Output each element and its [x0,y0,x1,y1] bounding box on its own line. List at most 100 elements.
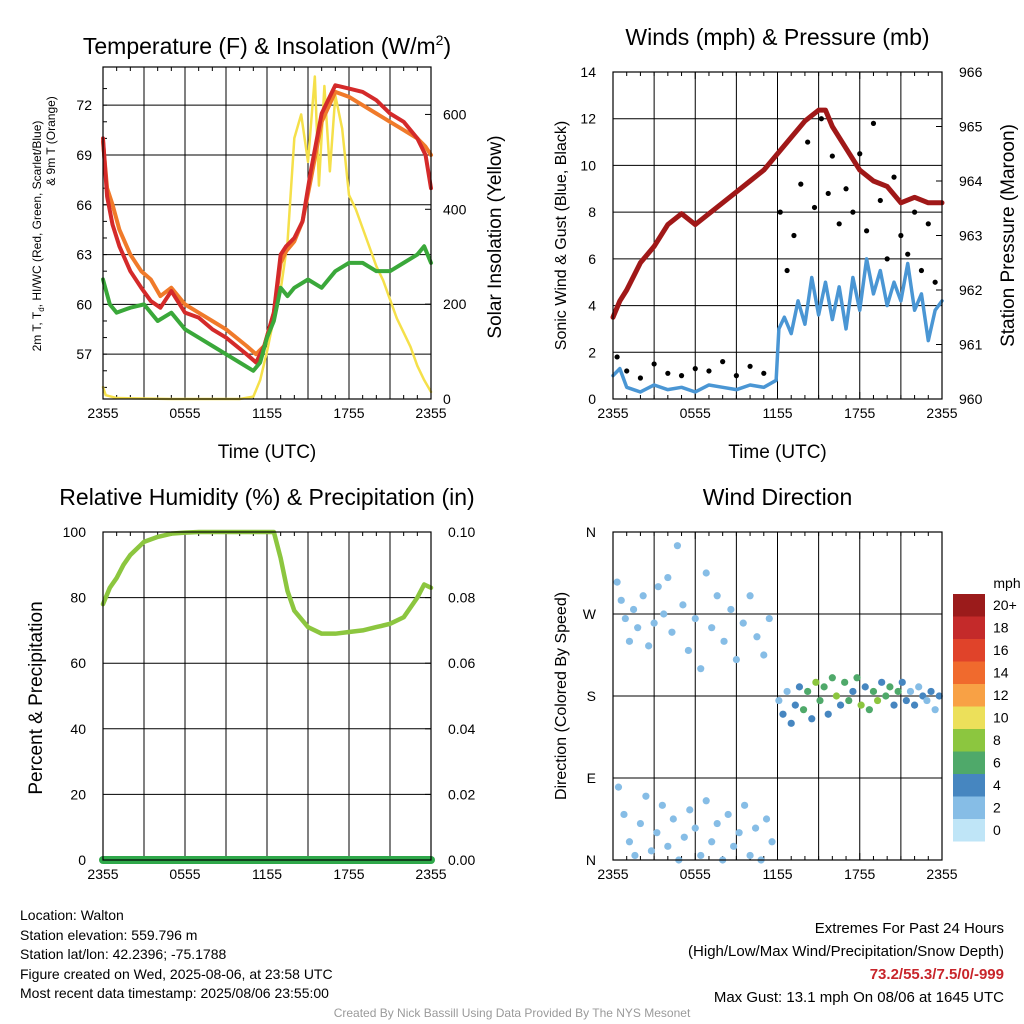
direction-point [617,596,625,604]
y-tick-label: 8 [588,204,596,220]
gust-point [777,209,783,215]
x-tick-label: 2355 [597,405,628,421]
direction-point [762,815,771,823]
direction-point [708,624,716,632]
gust-point [637,375,644,381]
direction-point [795,683,804,691]
x-tick-label: 1755 [333,866,364,882]
station-info: Location: Walton Station elevation: 559.… [20,906,333,1004]
gust-point [665,370,671,376]
y-tick-label: 63 [76,247,92,263]
gust-point [651,361,657,367]
y2-axis-label: Station Pressure (Maroon) [998,124,1019,347]
y2-tick-label: 0.00 [448,852,475,868]
direction-point [775,696,783,705]
y2-tick-label: 0.02 [448,786,475,802]
gust-point [843,186,849,192]
legend-label: 6 [993,755,1001,771]
direction-point [614,783,623,791]
extremes-info: Extremes For Past 24 Hours (High/Low/Max… [688,917,1004,1009]
direction-point [680,833,688,841]
extremes-title: Extremes For Past 24 Hours [814,920,1004,937]
direction-point [634,624,642,632]
elevation-text: Station elevation: 559.796 m [20,926,198,943]
direction-point [765,614,773,623]
gust-point [761,370,767,376]
temperature-panel: 57 60 63 66 69 72 0 200 400 600 2355 0555 1155 1755 23… [30,32,506,463]
gust-point [811,204,818,211]
gust-point [784,267,790,274]
direction-point [613,578,621,586]
direction-point [873,696,882,705]
y-tick-label: 57 [76,346,92,362]
direction-point [732,655,740,664]
y-tick-label: 2 [588,344,596,360]
direction-point [653,829,661,837]
direction-point [631,851,639,860]
chart-title: Relative Humidity (%) & Precipitation (i… [59,484,474,510]
x-tick-label: 1155 [252,405,282,421]
direction-point [720,637,728,645]
direction-point [915,683,923,691]
legend-label: 10 [993,710,1009,726]
legend-label: 2 [993,800,1001,816]
legend-swatch [953,729,985,752]
legend-swatch [953,819,985,842]
y-axis-label: Percent & Precipitation [26,601,47,794]
direction-point [713,819,721,828]
direction-point [753,633,761,641]
x-tick-label: 2355 [926,866,957,882]
y-tick-label: 10 [580,157,596,173]
gust-point [747,363,753,369]
max-gust-text: Max Gust: 13.1 mph On 08/06 at 1645 UTC [713,989,1004,1006]
gust-point [720,359,726,365]
y-tick-label: 0 [78,852,86,868]
x-tick-label: 2355 [87,405,118,421]
direction-point [642,792,650,800]
direction-point [935,692,943,700]
direction-point [660,610,668,618]
direction-point [751,824,760,832]
legend-swatch [953,774,985,797]
x-tick-label: 0555 [680,866,711,882]
y-tick-label: N [586,524,596,540]
y-tick-label: 6 [588,251,596,267]
legend-label: 12 [993,687,1009,703]
direction-point [702,797,710,805]
extremes-subtitle: (High/Low/Max Wind/Precipitation/Snow De… [688,943,1004,960]
gust-point [870,120,877,126]
direction-point [684,646,692,655]
y-tick-label: E [587,770,596,786]
direction-point [647,847,655,855]
direction-point [673,542,682,550]
direction-point [746,592,754,600]
legend-label: 18 [993,620,1009,636]
direction-point [783,687,791,696]
direction-point [927,687,935,696]
direction-point [828,674,836,682]
gust-point [905,251,911,257]
direction-point [625,637,634,645]
gust-point [918,267,925,274]
direction-point [702,569,710,577]
direction-point [878,678,886,686]
y-tick-label: 66 [76,197,92,213]
direction-point [869,687,878,696]
legend-label: 14 [993,665,1009,681]
y-tick-label: S [587,688,596,704]
legend-label: 20+ [993,597,1017,613]
direction-point [664,573,672,582]
direction-point [691,824,699,832]
y-axis-label: Direction (Colored By Speed) [553,592,570,800]
y2-tick-label: 0.06 [448,655,475,671]
gust-point [624,368,630,374]
series-line [101,244,433,373]
direction-point [768,838,776,846]
x-tick-label: 2355 [415,405,446,421]
x-tick-label: 0555 [169,866,200,882]
direction-point [697,851,705,860]
direction-point [923,696,931,705]
x-tick-label: 0555 [169,405,200,421]
direction-point [804,687,812,696]
